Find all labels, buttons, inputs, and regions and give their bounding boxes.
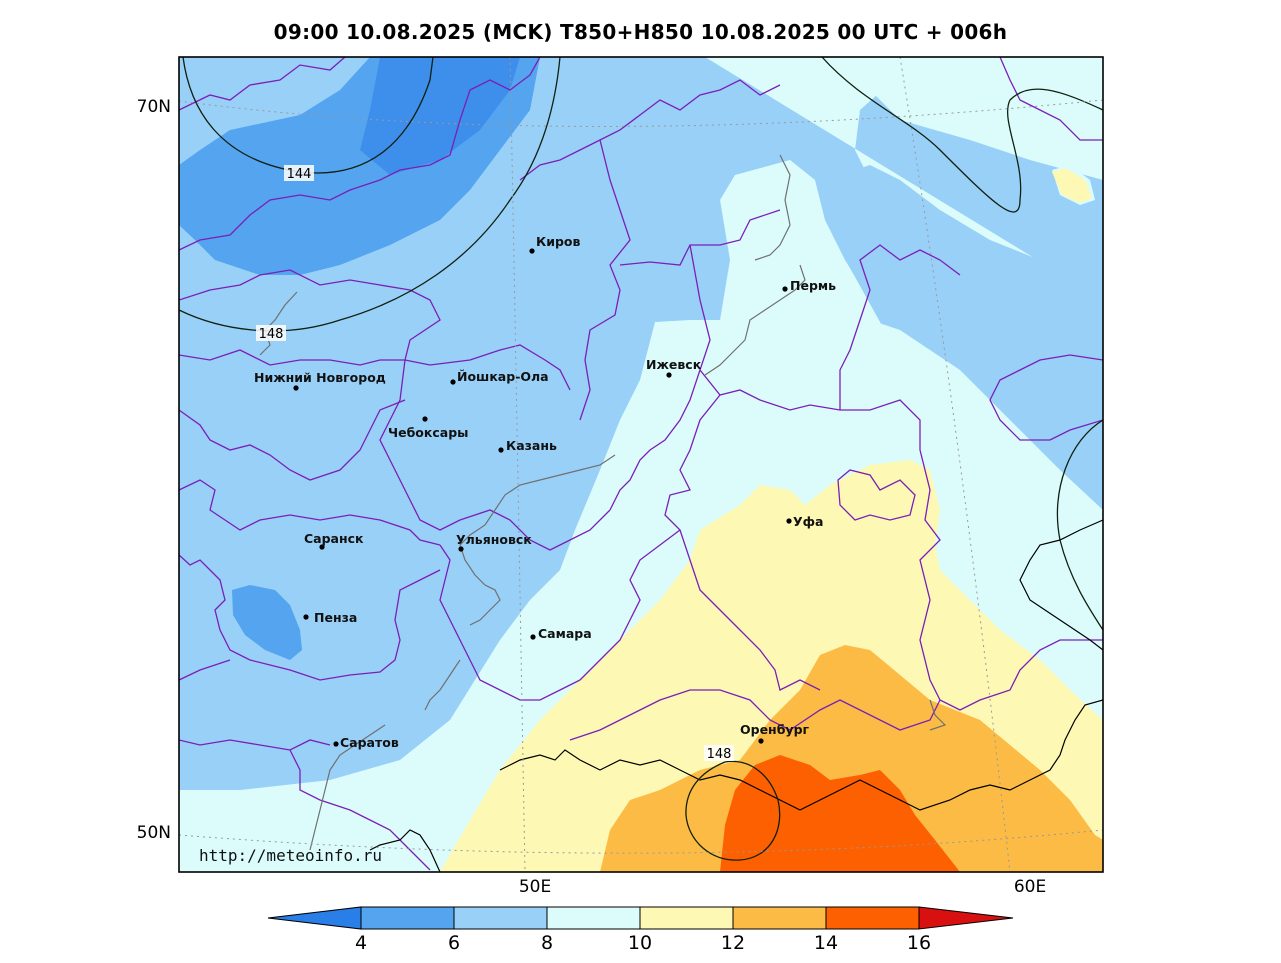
city-cheboksary: Чебоксары xyxy=(388,416,468,440)
svg-text:Нижний Новгород: Нижний Новгород xyxy=(254,370,386,385)
colorbar-tick-label: 6 xyxy=(448,932,460,954)
colorbar-tick-label: 14 xyxy=(814,932,838,954)
temperature-zone-12-14 xyxy=(600,645,1103,872)
svg-text:Уфа: Уфа xyxy=(793,514,823,529)
svg-text:Саранск: Саранск xyxy=(304,531,364,546)
svg-text:Саратов: Саратов xyxy=(340,735,399,750)
graticule xyxy=(179,57,1103,872)
map-frame xyxy=(178,56,1104,873)
city-penza: Пенза xyxy=(303,610,357,625)
colorbar-segment xyxy=(360,906,455,930)
city-nizhny-novgorod: Нижний Новгород xyxy=(254,370,386,391)
region-borders xyxy=(179,57,1103,871)
contour-label-148-west: 148 xyxy=(259,327,284,342)
national-border xyxy=(369,519,1103,872)
temperature-zone-10-12-spot xyxy=(1052,168,1092,203)
colorbar-tick-label: 16 xyxy=(907,932,931,954)
city-izhevsk: Ижевск xyxy=(646,357,702,378)
city-perm: Пермь xyxy=(782,278,836,293)
svg-text:Пермь: Пермь xyxy=(790,278,836,293)
temperature-colorbar: 4 6 8 10 12 14 16 xyxy=(267,906,1014,954)
city-ulyanovsk: Ульяновск xyxy=(456,532,532,552)
lat-label-70n: 70N xyxy=(137,97,171,117)
svg-text:Чебоксары: Чебоксары xyxy=(388,425,468,440)
lon-label-60e: 60E xyxy=(1014,877,1046,897)
svg-text:Киров: Киров xyxy=(536,234,581,249)
temperature-zone-8-10-core xyxy=(840,310,1103,545)
colorbar-extend-high xyxy=(918,906,1014,930)
cities: Киров Пермь Нижний Новгород Йошкар-Ола И… xyxy=(254,234,836,750)
map-title: 09:00 10.08.2025 (MCK) T850+H850 10.08.2… xyxy=(273,20,1008,44)
colorbar-segment xyxy=(732,906,827,930)
city-samara: Самара xyxy=(530,626,592,641)
contour-label-148-south: 148 xyxy=(707,747,732,762)
city-saransk: Саранск xyxy=(304,531,364,550)
svg-text:Самара: Самара xyxy=(538,626,592,641)
temperature-zone-4-6-penza xyxy=(232,585,302,660)
source-url: http://meteoinfo.ru xyxy=(199,846,382,865)
colorbar-segment xyxy=(546,906,641,930)
lat-label-50n: 50N xyxy=(137,823,171,843)
colorbar-tick-label: 10 xyxy=(628,932,652,954)
svg-text:Пенза: Пенза xyxy=(314,610,357,625)
city-yoshkar-ola: Йошкар-Ола xyxy=(450,369,549,385)
colorbar-tick-label: 12 xyxy=(721,932,745,954)
svg-text:Казань: Казань xyxy=(506,438,557,453)
colorbar-segment xyxy=(453,906,548,930)
svg-text:Йошкар-Ола: Йошкар-Ола xyxy=(457,369,549,384)
svg-text:Оренбург: Оренбург xyxy=(740,722,810,737)
svg-text:Ижевск: Ижевск xyxy=(646,357,702,372)
city-ufa: Уфа xyxy=(786,514,823,529)
rivers xyxy=(259,154,947,851)
colorbar-extend-low xyxy=(267,906,362,930)
contour-label-144: 144 xyxy=(287,167,312,182)
svg-text:Ульяновск: Ульяновск xyxy=(456,532,532,547)
city-saratov: Саратов xyxy=(333,735,399,750)
city-orenburg: Оренбург xyxy=(740,722,810,744)
city-kirov: Киров xyxy=(529,234,581,254)
lon-label-50e: 50E xyxy=(519,877,551,897)
colorbar-tick-label: 8 xyxy=(541,932,553,954)
colorbar-segment xyxy=(825,906,920,930)
city-kazan: Казань xyxy=(498,438,557,453)
colorbar-segment xyxy=(639,906,734,930)
temperature-zone-14-16 xyxy=(720,755,960,872)
temperature-zone-8-10-north xyxy=(860,57,1103,180)
temperature-zone-6-8-east xyxy=(815,165,1103,520)
map-area xyxy=(179,57,1103,872)
contour-labels: 144 148 148 xyxy=(256,165,734,762)
temperature-zone-below-4 xyxy=(360,57,520,175)
colorbar-tick-label: 4 xyxy=(355,932,367,954)
